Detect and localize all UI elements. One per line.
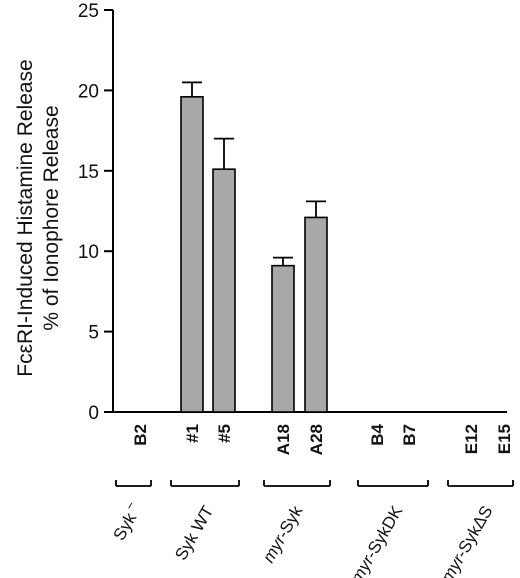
y-tick-label: 0 bbox=[88, 403, 99, 424]
y-axis-label-line1: FcεRI-Induced Histamine Release bbox=[14, 59, 37, 377]
y-tick-label: 25 bbox=[78, 1, 99, 22]
x-category-label: E12 bbox=[462, 424, 481, 454]
x-category-label: B4 bbox=[368, 423, 387, 445]
y-axis-label: FcεRI-Induced Histamine Release % of Ion… bbox=[14, 59, 63, 377]
group-label: Syk WT bbox=[171, 503, 217, 564]
y-tick-label: 10 bbox=[78, 242, 99, 263]
y-tick-label: 5 bbox=[88, 323, 99, 344]
bar bbox=[180, 96, 204, 413]
x-category-label: #1 bbox=[183, 424, 202, 443]
group-label: myr-SykDK bbox=[347, 502, 407, 578]
y-tick-label: 15 bbox=[78, 162, 99, 183]
group-label: myr-SykΔS bbox=[437, 503, 496, 578]
y-tick-label: 20 bbox=[78, 81, 99, 102]
bar bbox=[212, 168, 236, 413]
x-category-labels: B2 #1 #5 A18 A28 B4 B7 E12 E15 bbox=[131, 423, 514, 455]
x-category-label: #5 bbox=[215, 424, 234, 443]
group-labels: Syk− Syk WT myr-Syk myr-SykDK myr-SykΔS bbox=[106, 480, 514, 578]
y-axis-label-line2: % of Ionophore Release bbox=[40, 105, 63, 330]
bar bbox=[271, 264, 295, 413]
group-label: Syk− bbox=[106, 499, 145, 544]
group-label: myr-Syk bbox=[259, 502, 307, 566]
x-category-label: B2 bbox=[131, 424, 150, 446]
bar bbox=[304, 216, 328, 413]
x-category-label: E15 bbox=[495, 424, 514, 454]
x-category-label: A18 bbox=[274, 424, 293, 455]
x-category-label: A28 bbox=[307, 424, 326, 455]
y-ticks: 0 5 10 15 20 25 bbox=[78, 1, 113, 424]
x-category-label: B7 bbox=[400, 424, 419, 446]
bars bbox=[180, 81, 328, 413]
